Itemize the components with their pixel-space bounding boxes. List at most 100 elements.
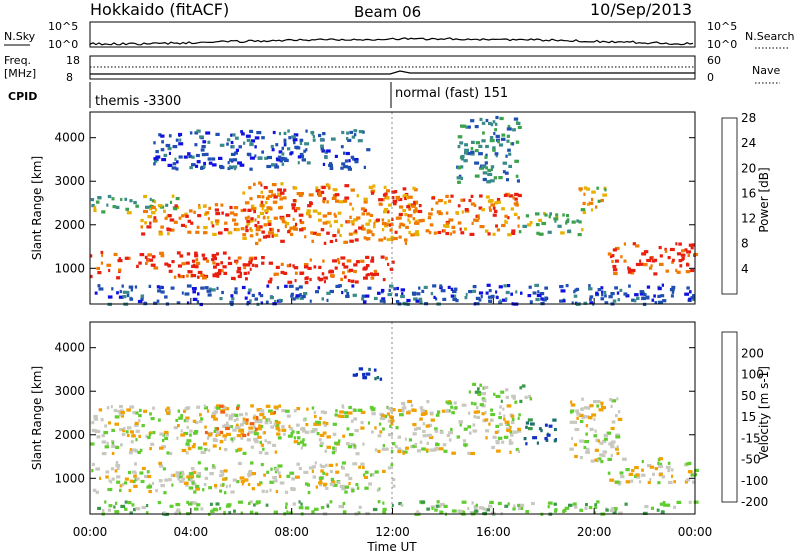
echo-cell xyxy=(171,260,175,264)
echo-cell xyxy=(111,467,115,471)
echo-cell xyxy=(678,259,683,263)
echo-cell xyxy=(530,422,535,426)
x-tick-label: 00:00 xyxy=(678,525,713,539)
echo-cell xyxy=(583,192,586,196)
echo-cell xyxy=(191,155,195,159)
echo-cell xyxy=(344,159,349,163)
echo-cell xyxy=(675,268,678,272)
echo-cell xyxy=(412,423,417,427)
echo-cell xyxy=(429,411,434,415)
echo-cell xyxy=(583,186,588,190)
echo-cell xyxy=(316,432,320,436)
echo-cell xyxy=(545,438,549,442)
echo-cell xyxy=(161,158,167,162)
echo-cell xyxy=(287,230,290,234)
echo-cell xyxy=(398,197,403,202)
echo-cell xyxy=(294,145,299,149)
echo-cell xyxy=(127,290,130,295)
echo-cell xyxy=(227,261,233,266)
echo-cell xyxy=(296,423,300,427)
echo-cell xyxy=(307,491,311,495)
echo-cell xyxy=(255,241,259,246)
echo-cell xyxy=(175,418,179,422)
echo-cell xyxy=(331,451,336,455)
echo-cell xyxy=(382,507,387,511)
echo-cell xyxy=(129,297,134,301)
echo-cell xyxy=(145,434,148,438)
echo-cell xyxy=(485,195,490,199)
echo-cell xyxy=(334,214,337,218)
echo-cell xyxy=(482,386,486,390)
echo-cell xyxy=(353,446,357,450)
echo-cell xyxy=(470,150,475,154)
echo-cell xyxy=(153,266,159,270)
echo-cell xyxy=(485,118,489,123)
echo-cell xyxy=(685,270,691,274)
echo-cell xyxy=(446,222,450,226)
echo-cell xyxy=(652,472,655,476)
echo-cell xyxy=(195,258,199,262)
echo-cell xyxy=(177,264,182,268)
echo-cell xyxy=(680,253,686,257)
echo-cell xyxy=(245,277,248,281)
echo-cell xyxy=(107,487,113,492)
echo-cell xyxy=(470,152,475,156)
echo-cell xyxy=(150,417,155,421)
echo-cell xyxy=(260,443,264,447)
echo-cell xyxy=(335,463,338,467)
echo-cell xyxy=(283,139,287,143)
echo-cell xyxy=(597,400,601,404)
echo-cell xyxy=(309,277,312,282)
echo-cell xyxy=(362,267,367,271)
echo-cell xyxy=(133,508,136,512)
echo-cell xyxy=(353,444,357,448)
echo-cell xyxy=(245,229,249,233)
echo-cell xyxy=(493,131,496,136)
echo-cell xyxy=(684,248,688,252)
echo-cell xyxy=(597,288,602,292)
echo-cell xyxy=(298,213,304,217)
echo-cell xyxy=(247,271,250,275)
echo-cell xyxy=(517,506,521,511)
echo-cell xyxy=(293,266,299,270)
echo-cell xyxy=(581,397,584,401)
echo-cell xyxy=(245,134,251,138)
echo-cell xyxy=(305,212,311,216)
echo-cell xyxy=(442,224,446,228)
echo-cell xyxy=(408,195,413,199)
echo-cell xyxy=(172,473,176,477)
echo-cell xyxy=(576,412,581,416)
echo-cell xyxy=(265,503,269,507)
x-tick-label: 00:00 xyxy=(73,525,108,539)
echo-cell xyxy=(247,474,251,478)
echo-cell xyxy=(357,511,361,515)
echo-cell xyxy=(525,510,530,514)
echo-cell xyxy=(303,263,309,267)
echo-cell xyxy=(651,259,656,263)
echo-cell xyxy=(118,268,122,272)
echo-cell xyxy=(496,197,501,202)
echo-cell xyxy=(374,426,377,430)
echo-cell xyxy=(236,406,239,410)
echo-cell xyxy=(654,301,658,305)
echo-cell xyxy=(431,506,434,510)
echo-cell xyxy=(224,221,228,225)
echo-cell xyxy=(121,432,126,437)
cpid-text-1: themis -3300 xyxy=(95,94,181,109)
echo-cell xyxy=(360,259,365,263)
echo-cell xyxy=(203,231,208,235)
echo-cell xyxy=(363,376,368,380)
echo-cell xyxy=(122,290,128,294)
echo-cell xyxy=(485,436,488,440)
echo-cell xyxy=(116,480,121,484)
echo-cell xyxy=(330,477,335,481)
echo-cell xyxy=(309,258,312,262)
echo-cell xyxy=(363,236,367,240)
echo-cell xyxy=(436,210,442,214)
echo-cell xyxy=(299,271,305,275)
echo-cell xyxy=(228,511,232,515)
echo-cell xyxy=(345,442,350,446)
echo-cell xyxy=(111,477,115,481)
echo-cell xyxy=(214,208,219,212)
